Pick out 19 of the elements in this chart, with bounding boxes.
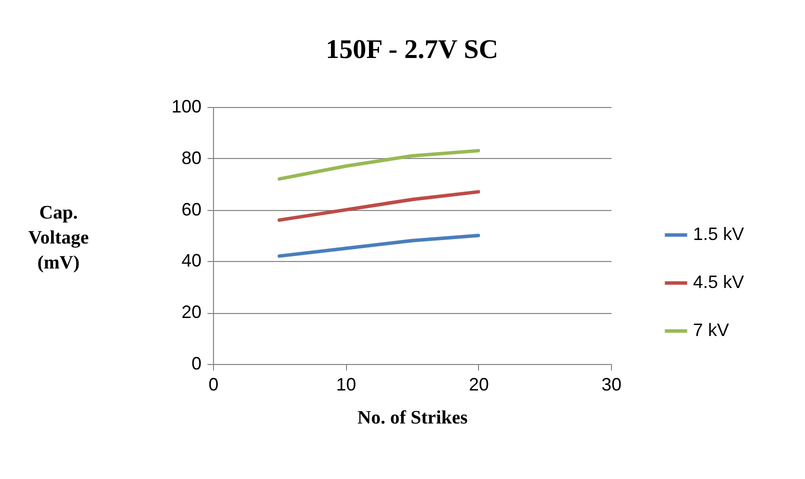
legend-label: 1.5 kV <box>693 224 744 244</box>
x-axis-title: No. of Strikes <box>357 408 468 428</box>
line-series <box>278 190 480 222</box>
y-tick-label: 80 <box>181 148 202 168</box>
y-tick-label: 40 <box>181 250 202 271</box>
line-series <box>278 148 480 181</box>
y-axis-title: Cap. Voltage (mV) <box>28 202 89 274</box>
line-series <box>278 234 480 258</box>
legend-label: 4.5 kV <box>693 272 744 292</box>
x-tick-label: 0 <box>208 374 219 394</box>
y-tick-label: 100 <box>171 96 202 116</box>
x-tick-label: 30 <box>601 374 622 394</box>
y-tick-label: 0 <box>191 354 202 374</box>
chart-title: 150F - 2.7V SC <box>326 34 498 64</box>
y-tick-label: 60 <box>181 199 202 220</box>
y-tick-label: 20 <box>181 302 202 322</box>
x-tick-label: 20 <box>468 374 489 394</box>
legend-label: 7 kV <box>693 320 730 340</box>
x-tick-label: 10 <box>336 374 356 394</box>
